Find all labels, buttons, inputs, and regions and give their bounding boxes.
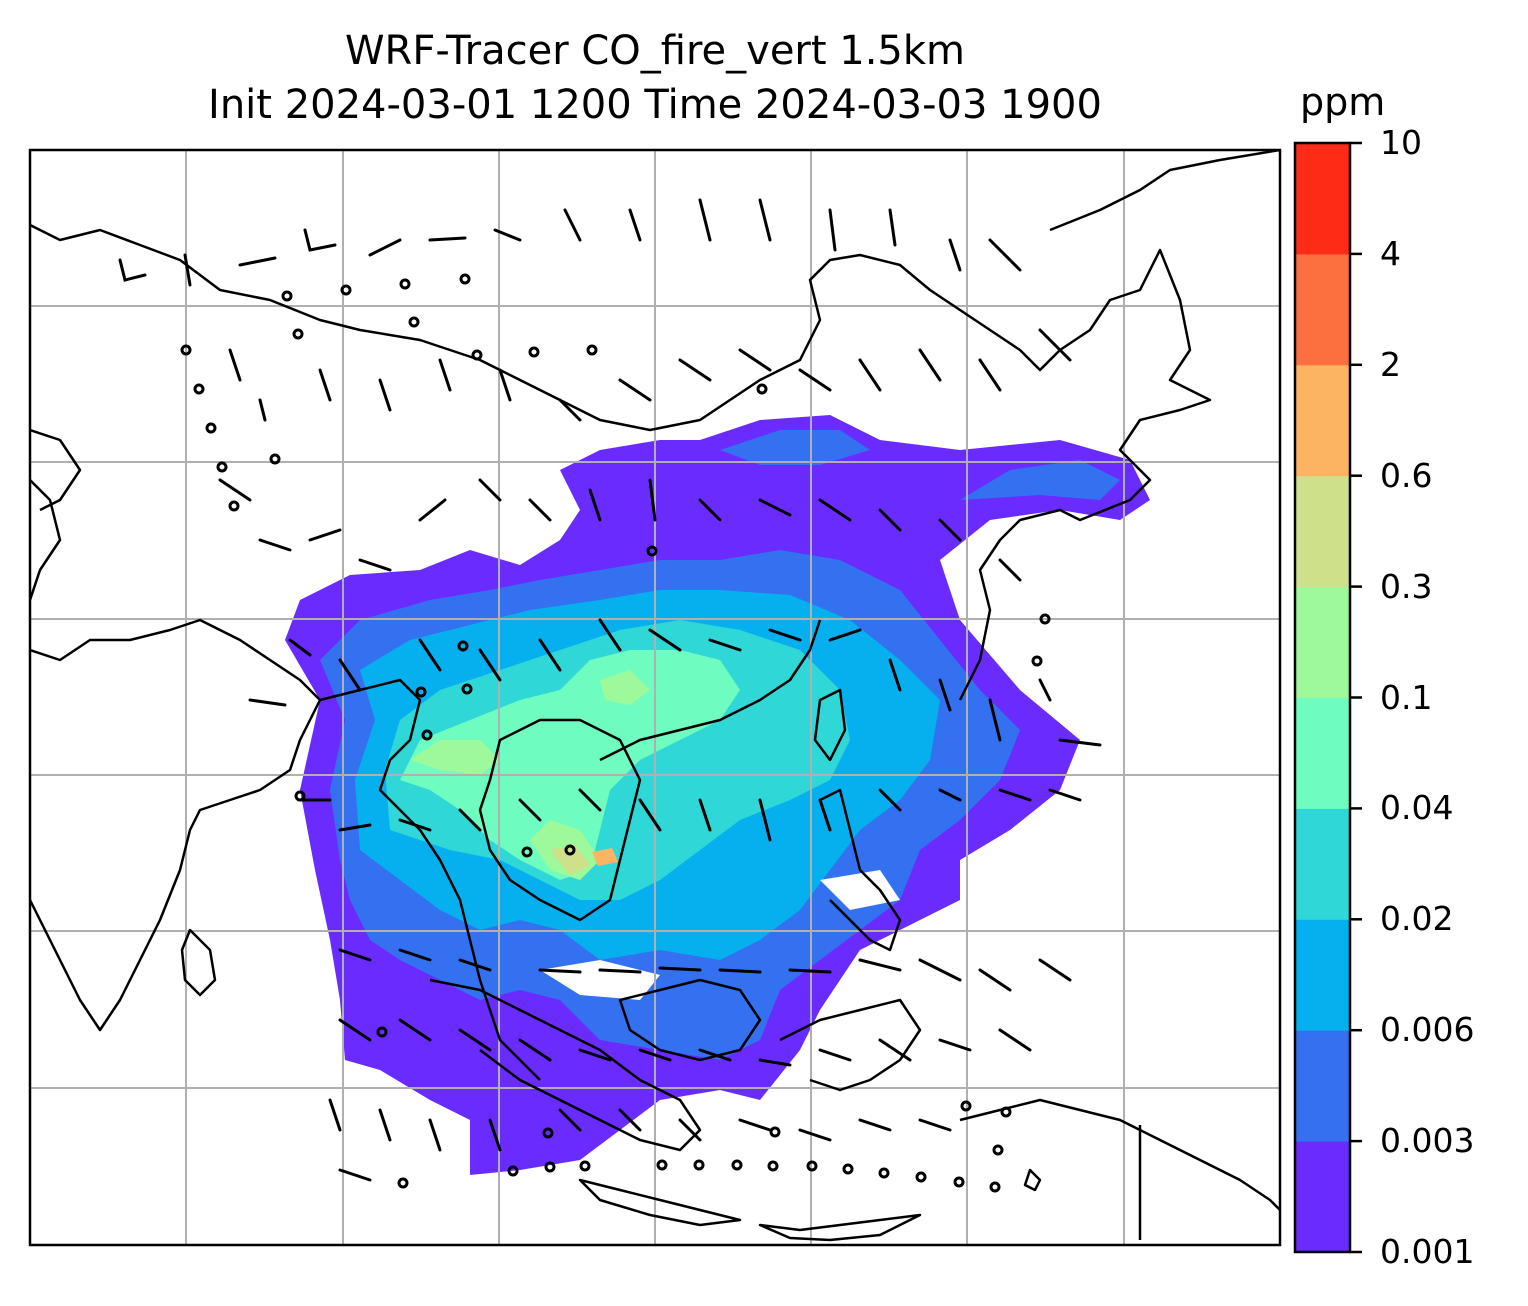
plot-area	[30, 150, 1280, 1245]
tracer-gap	[540, 870, 900, 1000]
plot-frame	[28, 148, 1282, 1247]
colorbar-segment	[1295, 1141, 1350, 1253]
colorbar-segment	[1295, 697, 1350, 809]
colorbar-tick-label: 0.003	[1380, 1121, 1475, 1161]
gridlines	[30, 150, 1280, 1245]
colorbar-tick-label: 0.6	[1380, 455, 1433, 495]
colorbar-segment	[1295, 808, 1350, 920]
map-title-line2: Init 2024-03-01 1200 Time 2024-03-03 190…	[208, 82, 1102, 128]
colorbar-tick-label: 2	[1380, 344, 1401, 384]
colorbar-segment	[1295, 919, 1350, 1031]
colorbar-tick-label: 0.001	[1380, 1232, 1475, 1271]
colorbar-tick-label: 0.04	[1380, 788, 1454, 828]
wind-barbs	[118, 198, 1102, 1182]
tracer-level-6	[410, 670, 650, 880]
colorbar-tick-label: 4	[1380, 233, 1401, 273]
colorbar-segment	[1295, 1030, 1350, 1142]
colorbar-segment	[1295, 475, 1350, 588]
colorbar-unit-label: ppm	[1300, 80, 1386, 124]
colorbar-segment	[1295, 586, 1350, 698]
colorbar-tick-label: 0.3	[1380, 566, 1433, 606]
colorbar-segment	[1295, 253, 1350, 366]
colorbar-segment	[1295, 143, 1350, 255]
calm-wind-circles	[180, 273, 1051, 1193]
tracer-level-7	[550, 845, 590, 875]
coastlines	[30, 150, 1280, 1242]
colorbar	[1293, 141, 1362, 1254]
colorbar-tick-label: 0.006	[1380, 1010, 1475, 1050]
colorbar-tick-label: 0.1	[1380, 677, 1433, 717]
colorbar-segment	[1295, 364, 1350, 477]
tracer-field	[285, 415, 1150, 1175]
tracer-level-8	[592, 848, 618, 866]
map-title-line1: WRF-Tracer CO_fire_vert 1.5km	[344, 28, 966, 74]
colorbar-tick-label: 0.02	[1380, 899, 1454, 939]
colorbar-tick-label: 10	[1380, 123, 1422, 162]
